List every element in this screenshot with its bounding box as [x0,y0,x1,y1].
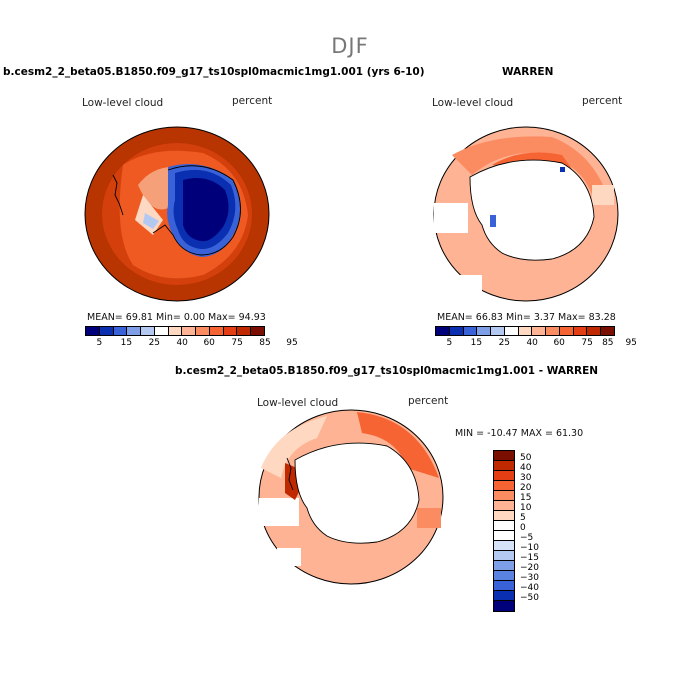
colorbar-swatch [494,541,514,551]
colorbar-swatch [494,481,514,491]
tick-label: 50 [520,453,532,463]
colorbar-swatch [99,327,114,335]
stats-model: MEAN= 69.81 Min= 0.00 Max= 94.93 [87,312,266,323]
colorbar-swatch [518,327,533,335]
colorbar-ticks-diff: 50 40 30 20 15 10 5 0 −5 −10 −15 −20 −30… [520,450,560,610]
colorbar-swatch [532,327,547,335]
units-label: percent [582,95,623,107]
polar-map-obs [433,126,619,302]
tick-label: 60 [203,338,215,348]
colorbar-swatch [449,327,464,335]
tick-label: 85 [259,338,271,348]
colorbar-swatch [494,551,514,561]
colorbar-swatch [504,327,519,335]
colorbar-swatch [223,327,238,335]
colorbar-swatch [494,491,514,501]
tick-label: 40 [176,338,188,348]
tick-label: 95 [625,338,637,348]
colorbar-swatch [494,521,514,531]
tick-label: 15 [470,338,483,348]
tick-label: −10 [520,543,539,553]
colorbar-swatch [209,327,224,335]
tick-label: 85 [602,338,614,348]
tick-label: 30 [520,473,532,483]
tick-label: 60 [553,338,565,348]
colorbar-swatch [494,571,514,581]
colorbar-model [85,326,265,336]
colorbar-diff [493,450,515,612]
colorbar-swatch [559,327,574,335]
colorbar-obs [435,326,615,336]
tick-label: −30 [520,573,539,583]
stats-diff: MIN = -10.47 MAX = 61.30 [455,428,584,439]
colorbar-swatch [601,327,614,335]
colorbar-swatch [436,327,450,335]
colorbar-swatch [494,591,514,601]
colorbar-ticks-obs: 5 15 25 40 60 75 85 95 [435,338,637,350]
units-label: percent [232,95,273,107]
colorbar-swatch [154,327,169,335]
colorbar-swatch [237,327,252,335]
colorbar-swatch [546,327,560,335]
tick-label: 25 [498,338,511,348]
tick-label: 40 [520,463,532,473]
colorbar-swatch [494,511,514,521]
tick-label: 0 [520,523,526,533]
colorbar-swatch [196,327,210,335]
panel-title-obs: WARREN [502,66,554,78]
colorbar-swatch [477,327,492,335]
colorbar-swatch [494,561,514,571]
tick-label: 5 [446,338,453,348]
colorbar-swatch [182,327,197,335]
tick-label: 15 [520,493,532,503]
tick-label: 25 [148,338,161,348]
figure-title: DJF [331,34,369,58]
stats-obs: MEAN= 66.83 Min= 3.37 Max= 83.28 [437,312,616,323]
tick-label: −20 [520,563,539,573]
tick-label: 75 [581,338,593,348]
panel-title-model: b.cesm2_2_beta05.B1850.f09_g17_ts10spl0m… [3,66,425,78]
colorbar-swatch [494,451,514,461]
colorbar-ticks-model: 5 15 25 40 60 75 85 95 [85,338,298,350]
tick-label: 15 [120,338,133,348]
colorbar-swatch [491,327,505,335]
colorbar-swatch [494,501,514,511]
tick-label: 5 [96,338,103,348]
colorbar-swatch [127,327,142,335]
variable-label: Low-level cloud [82,97,164,109]
colorbar-swatch [86,327,100,335]
tick-label: −15 [520,553,539,563]
tick-label: 95 [286,338,298,348]
polar-map-model [84,126,270,302]
variable-label: Low-level cloud [257,397,339,409]
colorbar-swatch [494,601,514,611]
tick-label: 75 [231,338,243,348]
colorbar-swatch [113,327,128,335]
colorbar-swatch [141,327,155,335]
colorbar-swatch [251,327,264,335]
colorbar-swatch [573,327,588,335]
colorbar-swatch [494,471,514,481]
tick-label: 20 [520,483,532,493]
colorbar-swatch [494,581,514,591]
variable-label: Low-level cloud [432,97,514,109]
tick-label: −50 [520,593,539,603]
colorbar-swatch [494,531,514,541]
units-label: percent [408,395,449,407]
tick-label: 10 [520,503,532,513]
tick-label: −40 [520,583,539,593]
colorbar-swatch [587,327,602,335]
panel-title-diff: b.cesm2_2_beta05.B1850.f09_g17_ts10spl0m… [175,365,599,377]
polar-map-diff [258,409,444,585]
colorbar-swatch [463,327,478,335]
colorbar-swatch [168,327,183,335]
tick-label: 40 [526,338,538,348]
tick-label: −5 [520,533,534,543]
colorbar-swatch [494,461,514,471]
tick-label: 5 [520,513,526,523]
